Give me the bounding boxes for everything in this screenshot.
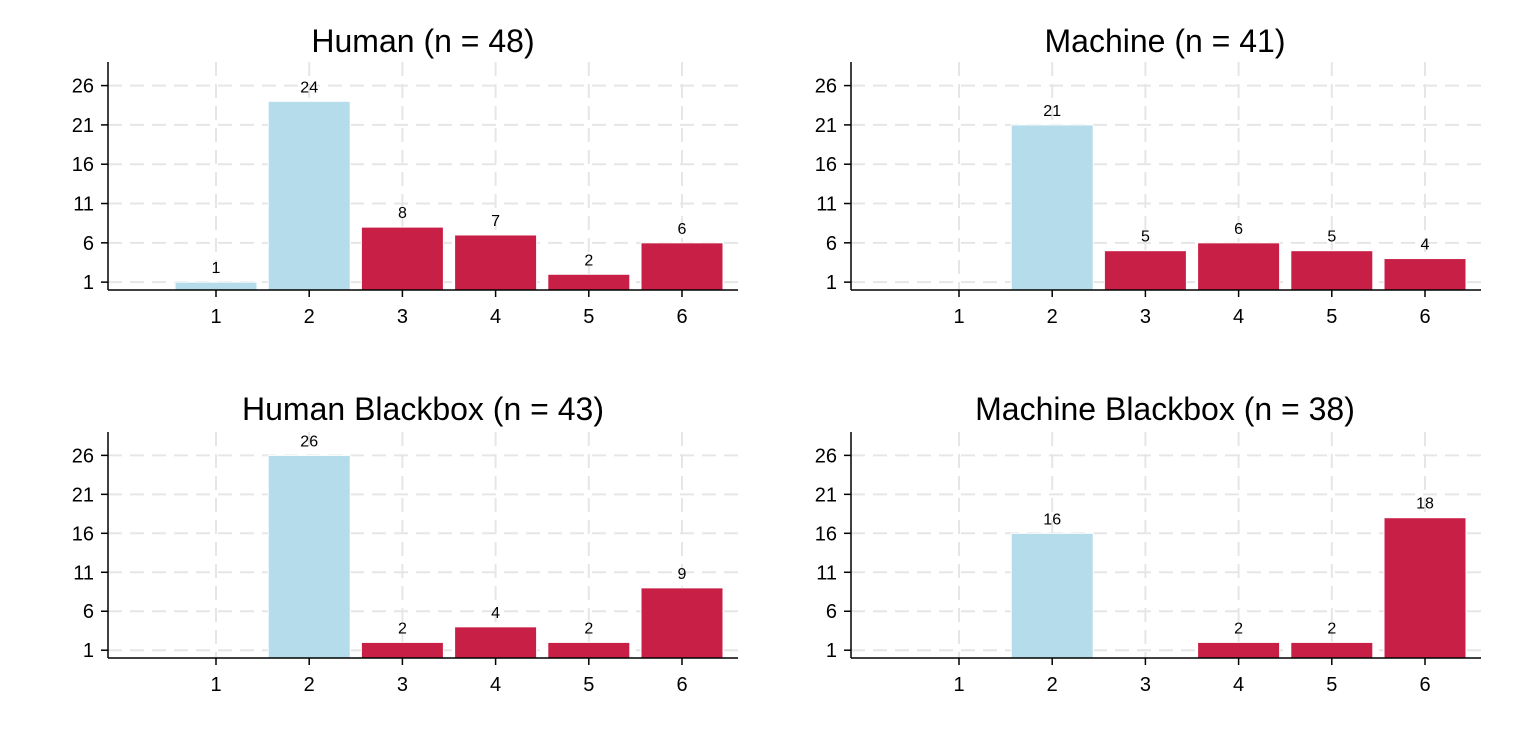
x-tick-label: 1 xyxy=(953,674,964,696)
panel-title: Human (n = 48) xyxy=(311,23,534,59)
bar-4 xyxy=(454,626,538,659)
bar-5 xyxy=(1290,250,1374,291)
y-tick-label: 26 xyxy=(72,445,94,467)
data-label: 2 xyxy=(1327,620,1336,637)
bar-3 xyxy=(360,641,444,659)
x-tick-label: 1 xyxy=(210,306,221,328)
data-label: 6 xyxy=(1234,221,1243,238)
y-tick-label: 16 xyxy=(72,523,94,545)
panel-title: Machine Blackbox (n = 38) xyxy=(975,391,1355,427)
bar-5 xyxy=(547,273,631,291)
x-tick-label: 6 xyxy=(1419,674,1430,696)
y-tick-label: 26 xyxy=(72,76,94,98)
y-tick-label: 11 xyxy=(816,562,837,584)
data-label: 24 xyxy=(300,79,318,96)
data-label: 4 xyxy=(491,605,500,622)
x-tick-label: 5 xyxy=(583,306,594,328)
y-tick-label: 21 xyxy=(72,115,94,137)
bar-6 xyxy=(640,587,724,659)
data-label: 2 xyxy=(1234,620,1243,637)
x-tick-label: 4 xyxy=(490,674,501,696)
data-label: 4 xyxy=(1421,237,1430,254)
bar-6 xyxy=(640,242,724,291)
y-tick-label: 6 xyxy=(83,233,94,255)
y-tick-label: 21 xyxy=(815,115,837,137)
bar-4 xyxy=(454,234,538,291)
y-tick-label: 26 xyxy=(815,76,837,98)
y-tick-label: 16 xyxy=(815,523,837,545)
bar-3 xyxy=(1103,250,1187,291)
bar-2 xyxy=(267,100,351,291)
data-label: 21 xyxy=(1043,103,1061,120)
x-tick-label: 4 xyxy=(490,306,501,328)
data-label: 8 xyxy=(398,205,407,222)
x-tick-label: 2 xyxy=(1047,674,1058,696)
bar-1 xyxy=(174,281,258,291)
x-tick-label: 4 xyxy=(1233,306,1244,328)
bar-5 xyxy=(547,641,631,659)
bar-3 xyxy=(360,226,444,291)
data-label: 6 xyxy=(678,221,687,238)
panel-title: Machine (n = 41) xyxy=(1044,23,1285,59)
bar-6 xyxy=(1383,258,1467,291)
y-tick-label: 26 xyxy=(815,445,837,467)
y-tick-label: 11 xyxy=(73,562,94,584)
bar-4 xyxy=(1197,242,1281,291)
x-tick-label: 3 xyxy=(1140,674,1151,696)
data-label: 5 xyxy=(1327,229,1336,246)
data-label: 26 xyxy=(300,433,318,450)
data-label: 2 xyxy=(584,252,593,269)
y-tick-label: 6 xyxy=(83,601,94,623)
data-label: 18 xyxy=(1416,496,1434,513)
y-tick-label: 11 xyxy=(73,194,94,216)
y-tick-label: 1 xyxy=(83,640,94,662)
bar-2 xyxy=(267,454,351,659)
x-tick-label: 1 xyxy=(210,674,221,696)
x-tick-label: 6 xyxy=(1419,306,1430,328)
y-tick-label: 1 xyxy=(83,272,94,294)
x-tick-label: 3 xyxy=(397,306,408,328)
data-label: 9 xyxy=(678,566,687,583)
x-tick-label: 6 xyxy=(676,306,687,328)
x-tick-label: 5 xyxy=(583,674,594,696)
data-label: 2 xyxy=(584,620,593,637)
bar-6 xyxy=(1383,517,1467,659)
y-tick-label: 6 xyxy=(826,233,837,255)
data-label: 16 xyxy=(1043,511,1061,528)
y-tick-label: 1 xyxy=(826,272,837,294)
x-tick-label: 4 xyxy=(1233,674,1244,696)
y-tick-label: 16 xyxy=(72,154,94,176)
bar-4 xyxy=(1197,641,1281,659)
x-tick-label: 2 xyxy=(1047,306,1058,328)
y-tick-label: 1 xyxy=(826,640,837,662)
bar-2 xyxy=(1010,124,1094,291)
data-label: 2 xyxy=(398,620,407,637)
y-tick-label: 6 xyxy=(826,601,837,623)
data-label: 5 xyxy=(1141,229,1150,246)
y-tick-label: 21 xyxy=(815,484,837,506)
x-tick-label: 1 xyxy=(953,306,964,328)
y-tick-label: 16 xyxy=(815,154,837,176)
panel-title: Human Blackbox (n = 43) xyxy=(242,391,604,427)
bar-2 xyxy=(1010,532,1094,659)
data-label: 7 xyxy=(491,213,500,230)
x-tick-label: 5 xyxy=(1326,306,1337,328)
x-tick-label: 5 xyxy=(1326,674,1337,696)
x-tick-label: 2 xyxy=(304,306,315,328)
bar-5 xyxy=(1290,641,1374,659)
x-tick-label: 3 xyxy=(397,674,408,696)
x-tick-label: 3 xyxy=(1140,306,1151,328)
x-tick-label: 2 xyxy=(304,674,315,696)
y-tick-label: 11 xyxy=(816,194,837,216)
data-label: 1 xyxy=(212,260,221,277)
x-tick-label: 6 xyxy=(676,674,687,696)
y-tick-label: 21 xyxy=(72,484,94,506)
